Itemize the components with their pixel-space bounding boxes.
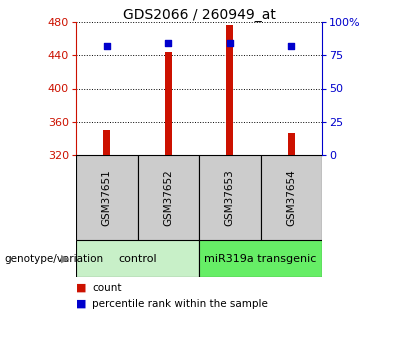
Bar [226,25,234,155]
Bar [199,240,322,277]
Bar [199,155,260,240]
Text: GDS2066 / 260949_at: GDS2066 / 260949_at [123,8,276,22]
Text: GSM37653: GSM37653 [225,169,235,226]
Point [226,40,233,46]
Text: ■: ■ [76,283,87,293]
Bar [103,130,110,155]
Text: miR319a transgenic: miR319a transgenic [204,254,317,264]
Text: GSM37651: GSM37651 [102,169,112,226]
Point [288,43,294,49]
Text: percentile rank within the sample: percentile rank within the sample [92,299,268,309]
Bar [288,132,295,155]
Bar [165,52,172,155]
Text: ■: ■ [76,299,87,309]
Text: GSM37654: GSM37654 [286,169,296,226]
Bar [76,240,199,277]
Bar [137,155,199,240]
Text: count: count [92,283,121,293]
Text: genotype/variation: genotype/variation [4,254,103,264]
Bar [76,155,137,240]
Bar [260,155,322,240]
Text: control: control [118,254,157,264]
Point [165,40,172,46]
Point [103,43,110,49]
Text: GSM37652: GSM37652 [163,169,173,226]
Text: ▶: ▶ [61,254,70,264]
